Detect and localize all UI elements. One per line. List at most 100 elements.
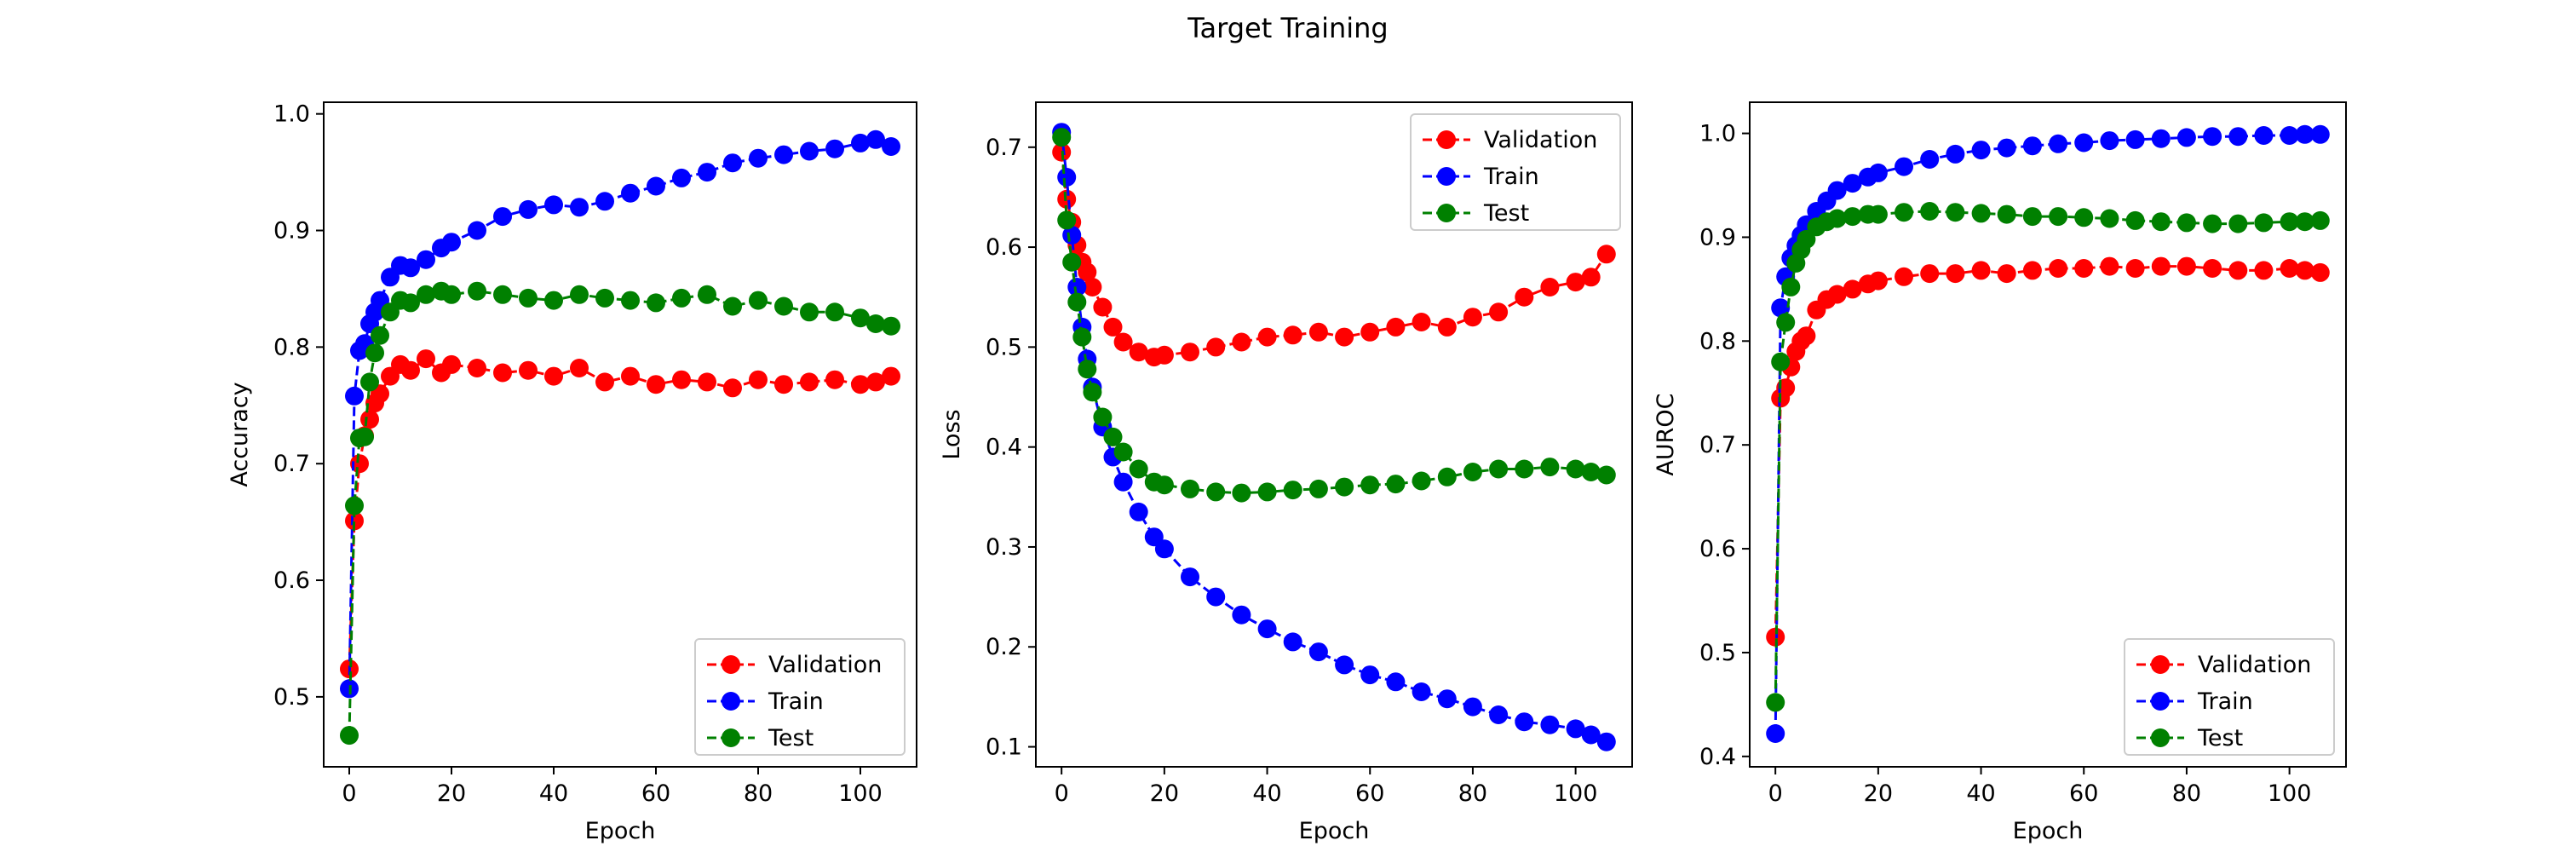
data-point-train (1437, 689, 1457, 709)
series-train (340, 130, 900, 699)
data-point-validation (1154, 345, 1174, 365)
x-tick-label: 40 (1252, 780, 1281, 807)
data-point-validation (519, 360, 538, 380)
data-point-validation (723, 378, 742, 398)
data-point-train (1057, 168, 1077, 187)
data-point-test (825, 302, 844, 322)
x-tick-label: 0 (342, 780, 356, 807)
data-point-train (2022, 136, 2042, 156)
data-point-train (519, 199, 538, 219)
data-point-validation (417, 349, 435, 369)
legend-entry-test: Test (707, 725, 814, 751)
legend-label: Train (1483, 164, 1539, 190)
data-point-test (2228, 214, 2248, 233)
data-point-train (570, 198, 589, 217)
data-point-train (621, 183, 640, 203)
data-point-validation (1386, 317, 1406, 337)
data-point-validation (1113, 332, 1133, 352)
axes-frame (323, 101, 917, 768)
series-validation (1766, 256, 2330, 647)
legend-box (694, 638, 906, 756)
data-point-validation (1581, 268, 1601, 287)
legend-entry-validation: Validation (1423, 127, 1597, 153)
data-point-validation (1308, 322, 1328, 342)
legend-box (2124, 638, 2335, 756)
data-point-train (1463, 697, 1482, 717)
data-point-train (1067, 278, 1087, 296)
data-point-test (1920, 202, 1940, 221)
data-point-train (1283, 632, 1302, 652)
data-point-validation (2310, 262, 2330, 282)
data-point-validation (1540, 278, 1560, 296)
data-point-validation (1437, 317, 1457, 337)
legend-marker (1437, 204, 1456, 222)
data-point-validation (647, 375, 665, 394)
data-point-test (672, 288, 691, 308)
x-tick-label: 80 (1458, 780, 1487, 807)
data-point-validation (800, 372, 819, 392)
x-tick-label: 0 (1055, 780, 1069, 807)
x-axis-label: Epoch (585, 818, 656, 844)
data-point-test (698, 285, 716, 304)
y-tick-label: 0.7 (273, 451, 310, 477)
plot-area (1052, 123, 1616, 751)
plot-area (1766, 124, 2330, 743)
x-tick-label: 20 (1150, 780, 1179, 807)
data-point-train (1335, 655, 1354, 675)
data-point-test (1776, 313, 1796, 332)
legend-label: Validation (768, 652, 882, 678)
data-point-train (1360, 665, 1380, 685)
data-point-validation (350, 454, 369, 474)
data-point-validation (493, 363, 512, 383)
data-point-validation (1360, 322, 1380, 342)
data-point-test (866, 314, 885, 333)
data-point-test (1771, 352, 1791, 371)
data-point-train (493, 207, 512, 227)
data-point-test (1596, 465, 1616, 485)
legend-marker (2151, 655, 2170, 674)
data-point-train (1997, 138, 2016, 158)
data-point-validation (1489, 302, 1509, 322)
x-tick-label: 100 (2268, 780, 2312, 807)
axes-frame (1035, 101, 1633, 768)
data-point-train (1946, 144, 1965, 164)
x-tick-label: 60 (1355, 780, 1384, 807)
data-point-test (1206, 482, 1226, 502)
legend-marker (722, 655, 740, 674)
data-point-test (1129, 459, 1148, 479)
y-tick-label: 0.6 (1699, 536, 1736, 562)
x-tick-label: 80 (744, 780, 773, 807)
data-point-validation (866, 372, 885, 392)
legend-entry-test: Test (2136, 725, 2243, 751)
data-point-test (360, 372, 379, 392)
series-test (1766, 202, 2330, 712)
data-point-test (2310, 210, 2330, 230)
data-point-test (1308, 479, 1328, 498)
data-point-validation (595, 372, 614, 392)
x-tick-label: 40 (1966, 780, 1995, 807)
y-tick-label: 0.1 (986, 734, 1022, 761)
data-point-validation (468, 359, 486, 377)
data-point-train (442, 233, 461, 252)
y-tick-label: 0.5 (986, 334, 1022, 360)
data-point-validation (2151, 256, 2171, 276)
data-point-test (1093, 407, 1113, 427)
data-point-train (401, 258, 420, 278)
legend-marker (2151, 692, 2170, 711)
data-point-train (2151, 129, 2171, 148)
data-point-test (2280, 212, 2299, 232)
data-point-validation (442, 354, 461, 374)
data-point-validation (360, 410, 379, 429)
data-point-train (417, 250, 435, 269)
legend-entry-validation: Validation (2136, 652, 2311, 678)
data-point-test (2125, 210, 2145, 230)
data-point-validation (345, 511, 364, 531)
data-point-validation (1515, 287, 1534, 307)
series-validation (1052, 142, 1616, 367)
data-point-test (1181, 479, 1199, 498)
data-point-validation (1335, 327, 1354, 347)
y-tick-label: 0.5 (273, 684, 310, 711)
legend-label: Validation (1484, 127, 1597, 153)
data-point-validation (672, 370, 691, 389)
